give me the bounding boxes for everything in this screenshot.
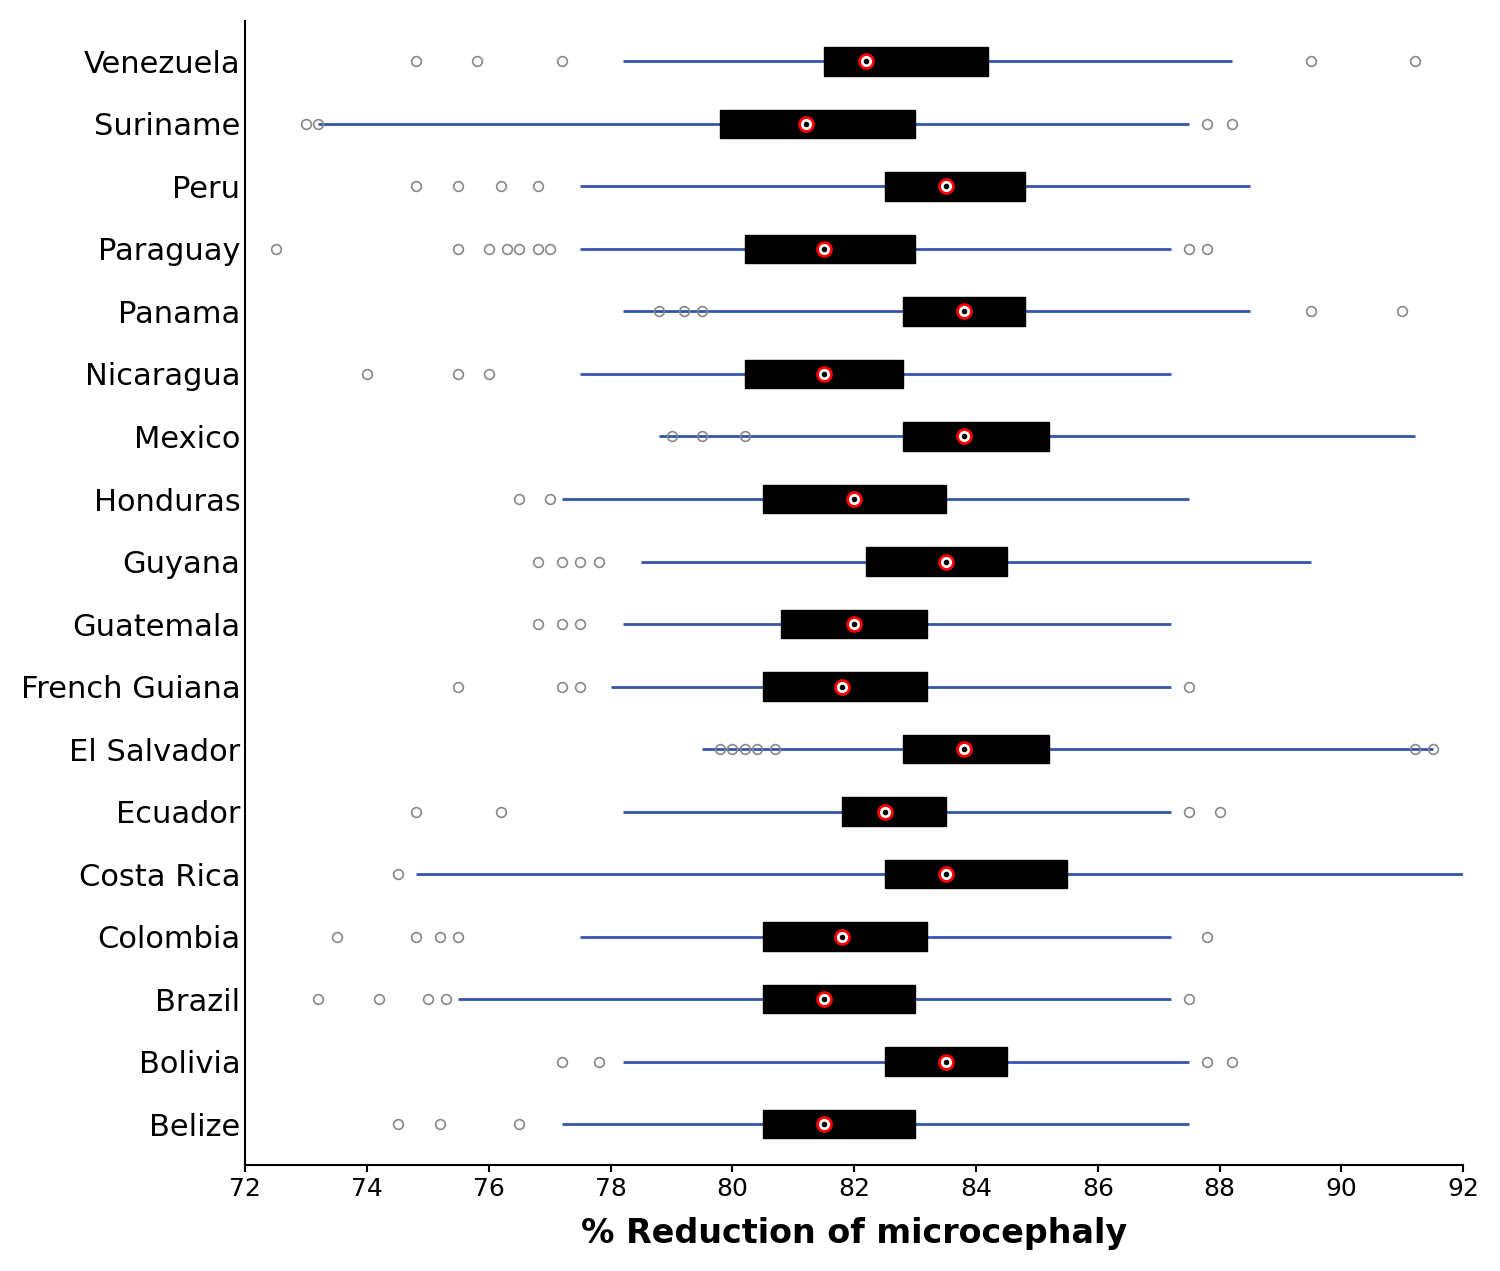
Bar — [903, 422, 1048, 450]
X-axis label: % Reduction of microcephaly: % Reduction of microcephaly — [580, 1218, 1128, 1251]
Bar — [764, 672, 927, 700]
Bar — [824, 47, 989, 75]
Bar — [903, 297, 1024, 325]
Bar — [885, 1047, 1007, 1075]
Bar — [764, 486, 945, 513]
Bar — [867, 548, 1006, 576]
Bar — [764, 985, 915, 1013]
Bar — [720, 109, 915, 139]
Bar — [842, 797, 945, 826]
Bar — [903, 735, 1048, 763]
Bar — [744, 360, 903, 388]
Bar — [744, 235, 915, 263]
Bar — [885, 860, 1068, 888]
Bar — [782, 610, 927, 638]
Bar — [764, 1110, 915, 1138]
Bar — [885, 173, 1024, 201]
Bar — [764, 923, 927, 951]
